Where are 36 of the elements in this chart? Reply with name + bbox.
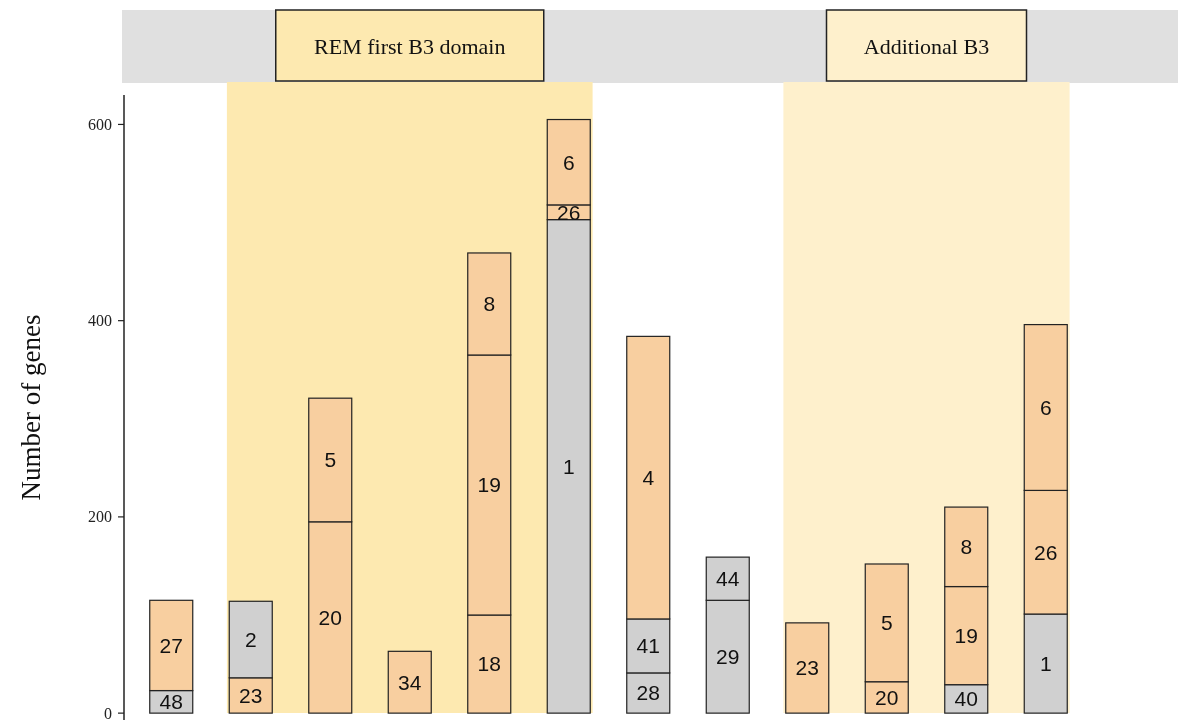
series-label: 20 (875, 685, 899, 709)
series-label: 19 (477, 473, 501, 497)
series-label: 23 (239, 683, 263, 707)
series-label: 40 (954, 687, 978, 711)
series-label: 2 (244, 627, 257, 651)
series-label: 5 (880, 611, 893, 635)
text: 5 (324, 448, 337, 472)
y-tick-label: 200 (88, 508, 112, 526)
text: Additional B3 (863, 33, 990, 59)
series-label: 4 (642, 466, 655, 489)
text: 6 (1039, 395, 1052, 419)
text: 1 (1039, 651, 1052, 675)
series-label: 27 (159, 633, 183, 657)
text: 20 (318, 605, 342, 629)
y-tick-label: 400 (88, 312, 112, 330)
series-label: 34 (398, 670, 422, 694)
series-label: 48 (159, 690, 183, 714)
text: 23 (795, 656, 819, 680)
text: 26 (1034, 540, 1058, 564)
series-label: 29 (716, 645, 740, 669)
series-label: 1 (562, 454, 575, 478)
text: REM first B3 domain (314, 33, 506, 59)
bar (387, 650, 432, 714)
series-label: 28 (636, 681, 660, 705)
text: 19 (954, 623, 978, 647)
bar (785, 622, 830, 714)
text: 8 (483, 292, 496, 316)
y-axis-title: Number of genes (16, 314, 46, 501)
series-label: 6 (562, 150, 575, 174)
y-tick-label: 600 (88, 116, 112, 134)
y-tick-label: 0 (104, 704, 112, 722)
series-label: 18 (477, 652, 501, 676)
series-label: 44 (716, 567, 740, 591)
series-label: 41 (636, 634, 660, 658)
series-label: 26 (557, 200, 581, 224)
series-label: 8 (960, 535, 973, 559)
